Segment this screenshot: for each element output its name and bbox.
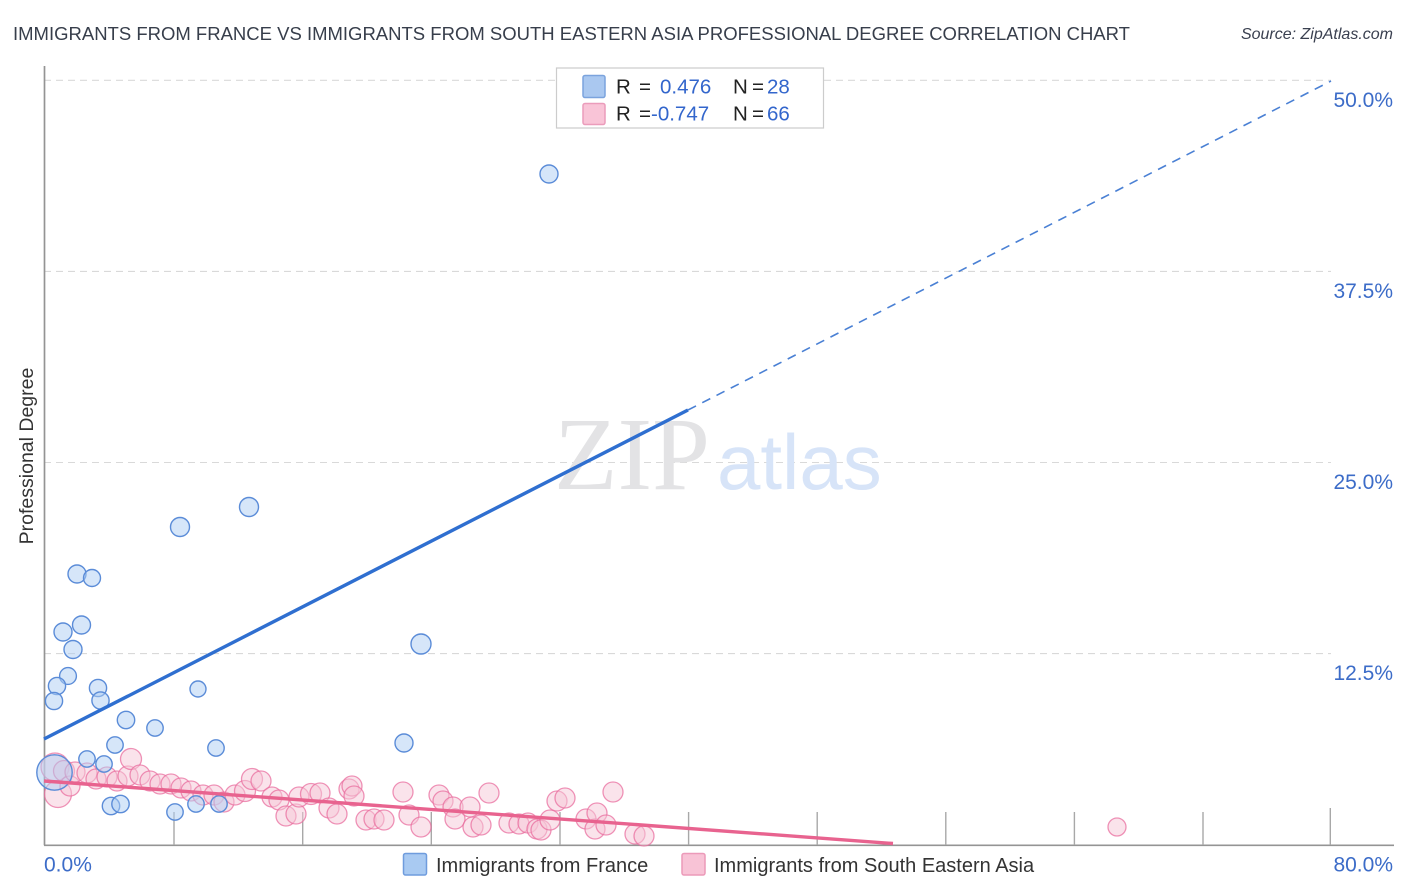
svg-text:50.0%: 50.0% bbox=[1333, 89, 1393, 112]
svg-text:=: = bbox=[752, 76, 764, 99]
svg-text:0.0%: 0.0% bbox=[44, 854, 92, 877]
svg-text:25.0%: 25.0% bbox=[1333, 471, 1393, 494]
svg-text:0.476: 0.476 bbox=[660, 76, 711, 99]
svg-text:66: 66 bbox=[767, 103, 790, 126]
svg-text:N: N bbox=[733, 76, 748, 99]
svg-text:=: = bbox=[752, 103, 764, 126]
svg-text:Professional Degree: Professional Degree bbox=[16, 368, 38, 545]
svg-text:ZIP: ZIP bbox=[554, 397, 710, 512]
svg-text:28: 28 bbox=[767, 76, 790, 99]
svg-text:-0.747: -0.747 bbox=[651, 103, 709, 126]
svg-text:N: N bbox=[733, 103, 748, 126]
svg-text:R: R bbox=[616, 103, 631, 126]
svg-text:=: = bbox=[639, 76, 651, 99]
svg-text:Immigrants from South Eastern: Immigrants from South Eastern Asia bbox=[714, 855, 1035, 877]
svg-text:Source: ZipAtlas.com: Source: ZipAtlas.com bbox=[1241, 26, 1393, 43]
svg-text:12.5%: 12.5% bbox=[1333, 662, 1393, 685]
svg-text:R: R bbox=[616, 76, 631, 99]
svg-text:Immigrants from France: Immigrants from France bbox=[436, 855, 648, 877]
svg-text:80.0%: 80.0% bbox=[1333, 854, 1393, 877]
svg-text:IMMIGRANTS FROM FRANCE VS IMMI: IMMIGRANTS FROM FRANCE VS IMMIGRANTS FRO… bbox=[13, 23, 1130, 44]
svg-text:=: = bbox=[639, 103, 651, 126]
svg-text:atlas: atlas bbox=[717, 418, 882, 506]
svg-text:37.5%: 37.5% bbox=[1333, 280, 1393, 303]
